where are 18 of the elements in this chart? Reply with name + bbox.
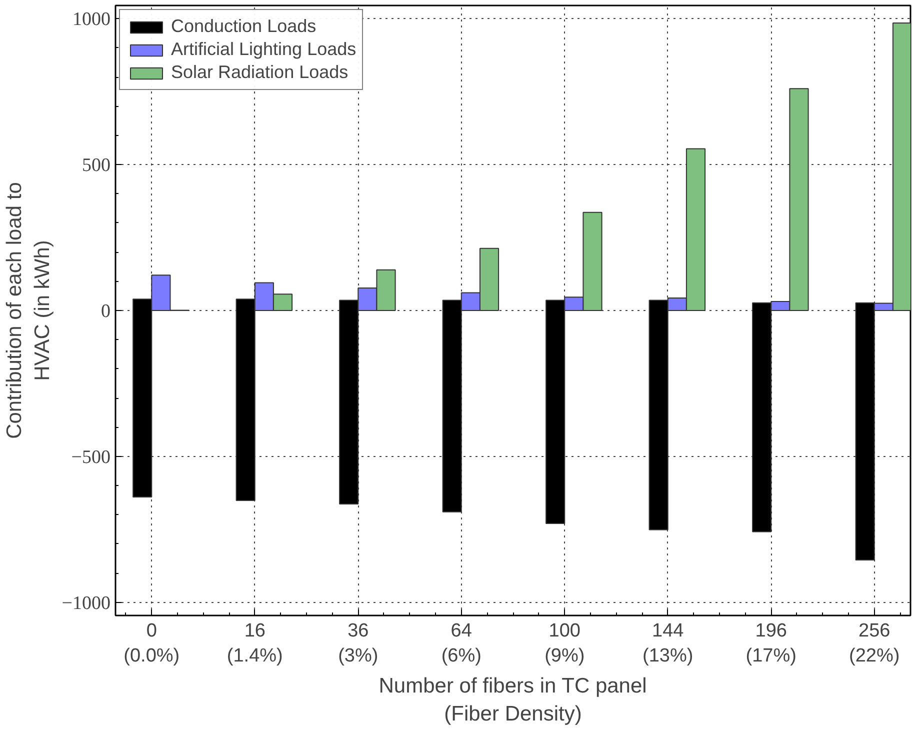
legend-label: Conduction Loads — [171, 16, 316, 37]
x-tick-label: 64 (6%) — [441, 620, 482, 667]
x-tick-label: 0 (0.0%) — [124, 620, 180, 667]
legend-label: Solar Radiation Loads — [171, 62, 348, 83]
y-tick-label: −1000 — [62, 592, 111, 614]
x-tick-label: 256 (22%) — [849, 620, 900, 667]
x-axis-title: Number of fibers in TC panel (Fiber Density) — [378, 674, 647, 726]
x-tick-label: 144 (13%) — [642, 620, 694, 667]
x-tick-label: 196 (17%) — [746, 620, 796, 667]
x-tick-label: 16 (1.4%) — [226, 620, 283, 667]
x-tick-label: 36 (3%) — [338, 620, 378, 667]
legend-label: Artificial Lighting Loads — [171, 39, 356, 60]
y-axis-title: Contribution of each load to HVAC (in kWh) — [3, 182, 54, 439]
x-tick-label: 100 (9%) — [544, 620, 585, 667]
y-tick-label: 0 — [101, 301, 110, 322]
y-tick-label: 500 — [82, 155, 110, 176]
y-tick-label: 1000 — [72, 9, 110, 30]
y-tick-label: −500 — [71, 446, 111, 468]
